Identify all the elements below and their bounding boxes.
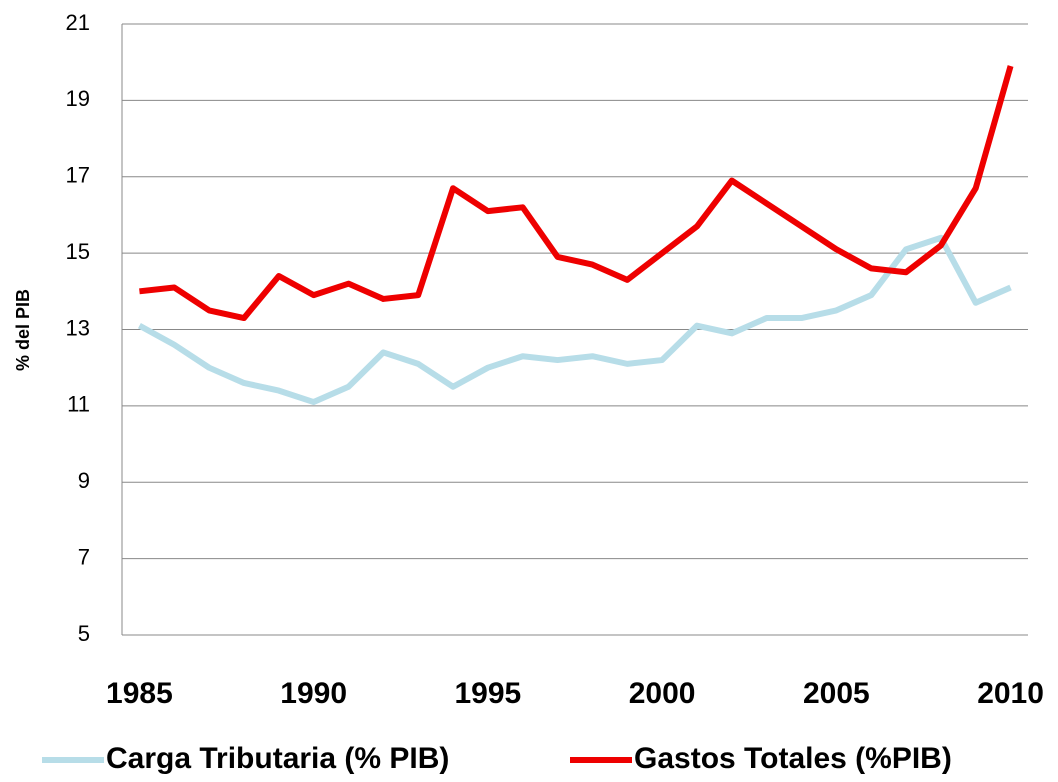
y-tick-label: 13 xyxy=(66,315,90,340)
x-tick-label: 1995 xyxy=(455,677,522,710)
y-tick-label: 15 xyxy=(66,239,90,264)
x-tick-label: 2010 xyxy=(977,677,1044,710)
y-tick-label: 5 xyxy=(78,621,90,646)
x-tick-label: 2000 xyxy=(629,677,696,710)
x-tick-label: 1985 xyxy=(106,677,173,710)
y-tick-label: 11 xyxy=(67,392,90,417)
x-tick-label: 2005 xyxy=(803,677,870,710)
x-tick-label: 1990 xyxy=(280,677,347,710)
y-tick-label: 9 xyxy=(78,468,90,493)
y-tick-label: 17 xyxy=(66,163,90,188)
y-tick-label: 21 xyxy=(66,10,90,35)
legend-label: Gastos Totales (%PIB) xyxy=(634,742,952,775)
series-line xyxy=(139,65,1014,322)
series-line xyxy=(137,234,1012,406)
legend-label: Carga Tributaria (% PIB) xyxy=(106,742,449,775)
y-tick-label: 19 xyxy=(66,86,90,111)
y-tick-label: 7 xyxy=(78,544,90,569)
y-axis-label: % del PIB xyxy=(13,289,33,371)
